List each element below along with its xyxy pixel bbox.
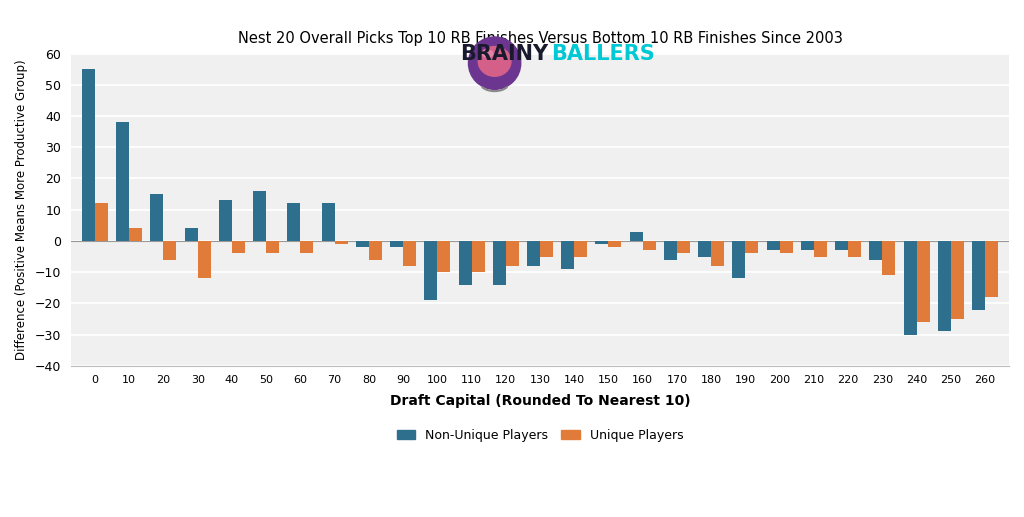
Bar bbox=[732, 241, 745, 278]
Bar bbox=[985, 241, 998, 297]
Bar bbox=[403, 241, 416, 266]
Text: BALLERS: BALLERS bbox=[551, 44, 654, 64]
Bar bbox=[745, 241, 759, 253]
Bar bbox=[437, 241, 451, 272]
Bar bbox=[288, 204, 300, 241]
Bar bbox=[184, 229, 198, 241]
Bar bbox=[848, 241, 861, 256]
Bar bbox=[527, 241, 540, 266]
Bar bbox=[219, 200, 231, 241]
Ellipse shape bbox=[482, 50, 493, 57]
Bar bbox=[608, 241, 622, 247]
Bar bbox=[472, 241, 484, 272]
Bar bbox=[869, 241, 883, 260]
Text: BRAINY: BRAINY bbox=[460, 44, 548, 64]
Bar bbox=[664, 241, 677, 260]
Bar bbox=[540, 241, 553, 256]
Bar bbox=[712, 241, 724, 266]
Bar bbox=[390, 241, 403, 247]
Title: Nest 20 Overall Picks Top 10 RB Finishes Versus Bottom 10 RB Finishes Since 2003: Nest 20 Overall Picks Top 10 RB Finishes… bbox=[238, 31, 843, 45]
Bar bbox=[231, 241, 245, 253]
Bar bbox=[630, 232, 643, 241]
Bar bbox=[779, 241, 793, 253]
Bar bbox=[814, 241, 827, 256]
X-axis label: Draft Capital (Rounded To Nearest 10): Draft Capital (Rounded To Nearest 10) bbox=[390, 394, 690, 408]
Bar bbox=[767, 241, 779, 250]
Ellipse shape bbox=[468, 37, 521, 89]
Bar bbox=[643, 241, 655, 250]
Bar bbox=[596, 241, 608, 244]
Bar bbox=[836, 241, 848, 250]
Bar bbox=[698, 241, 712, 256]
Bar bbox=[951, 241, 964, 319]
Bar bbox=[677, 241, 690, 253]
Bar bbox=[151, 194, 164, 241]
Bar bbox=[129, 229, 142, 241]
Bar bbox=[300, 241, 313, 253]
Bar bbox=[369, 241, 382, 260]
Bar bbox=[972, 241, 985, 310]
Bar bbox=[322, 204, 335, 241]
Bar bbox=[916, 241, 930, 322]
Bar bbox=[938, 241, 951, 331]
Bar bbox=[356, 241, 369, 247]
Legend: Non-Unique Players, Unique Players: Non-Unique Players, Unique Players bbox=[392, 424, 688, 447]
Bar bbox=[506, 241, 519, 266]
Bar bbox=[117, 123, 129, 241]
Bar bbox=[424, 241, 437, 300]
Bar bbox=[801, 241, 814, 250]
Bar bbox=[266, 241, 280, 253]
Bar bbox=[903, 241, 916, 334]
Bar bbox=[95, 204, 108, 241]
Bar bbox=[253, 191, 266, 241]
Bar bbox=[493, 241, 506, 284]
Bar bbox=[561, 241, 574, 269]
Bar bbox=[198, 241, 211, 278]
Bar bbox=[883, 241, 895, 275]
Ellipse shape bbox=[478, 47, 511, 77]
Bar bbox=[335, 241, 347, 244]
Y-axis label: Difference (Positive Means More Productive Group): Difference (Positive Means More Producti… bbox=[15, 59, 28, 360]
Bar bbox=[82, 69, 95, 241]
Bar bbox=[164, 241, 176, 260]
Bar bbox=[574, 241, 587, 256]
Bar bbox=[459, 241, 472, 284]
